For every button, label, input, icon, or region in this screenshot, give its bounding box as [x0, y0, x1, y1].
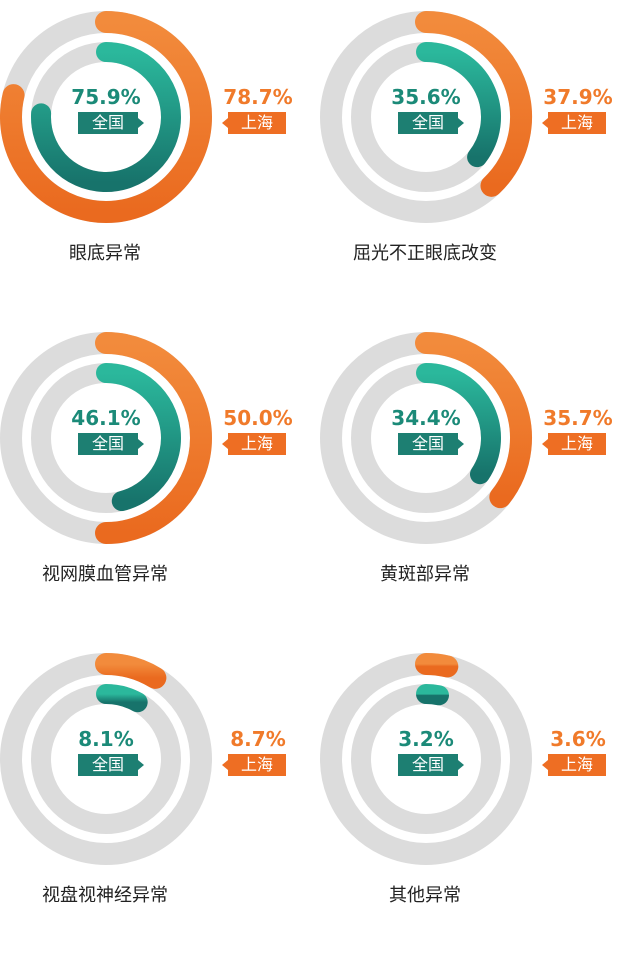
national-percent: 3.2%: [398, 727, 454, 751]
category-label: 屈光不正眼底改变: [353, 243, 497, 264]
donut-chart: 75.9% 全国 78.7% 上海眼底异常: [0, 0, 320, 321]
donut-chart: 46.1% 全国 50.0% 上海视网膜血管异常: [0, 321, 320, 642]
shanghai-tag: 上海: [542, 112, 606, 134]
shanghai-arc: [95, 332, 212, 544]
shanghai-percent: 35.7%: [543, 406, 613, 430]
shanghai-percent: 3.6%: [550, 727, 606, 751]
shanghai-arc: [95, 653, 167, 689]
national-percent: 34.4%: [391, 406, 461, 430]
donut-svg: [320, 653, 532, 865]
category-label: 视盘视神经异常: [42, 885, 168, 906]
national-tag: 全国: [78, 112, 144, 134]
shanghai-percent: 78.7%: [223, 85, 293, 109]
shanghai-percent: 50.0%: [223, 406, 293, 430]
donut-svg: [320, 332, 532, 544]
national-arc: [416, 684, 449, 706]
national-percent: 35.6%: [391, 85, 461, 109]
shanghai-arc: [415, 653, 459, 678]
shanghai-arc: [415, 332, 532, 509]
donut-svg: [0, 11, 212, 223]
national-percent: 75.9%: [71, 85, 141, 109]
category-label: 眼底异常: [69, 243, 141, 264]
national-arc: [31, 42, 181, 192]
national-arc: [96, 684, 148, 713]
donut-chart: 3.2% 全国 3.6% 上海其他异常: [320, 642, 640, 963]
national-tag: 全国: [78, 754, 144, 776]
donut-chart: 35.6% 全国 37.9% 上海屈光不正眼底改变: [320, 0, 640, 321]
shanghai-percent: 8.7%: [230, 727, 286, 751]
national-percent: 46.1%: [71, 406, 141, 430]
shanghai-percent: 37.9%: [543, 85, 613, 109]
donut-svg: [0, 332, 212, 544]
category-label: 视网膜血管异常: [42, 564, 168, 585]
national-percent: 8.1%: [78, 727, 134, 751]
category-label: 其他异常: [389, 885, 461, 906]
national-arc: [96, 363, 181, 512]
national-tag: 全国: [78, 433, 144, 455]
shanghai-tag: 上海: [222, 112, 286, 134]
donut-chart: 8.1% 全国 8.7% 上海视盘视神经异常: [0, 642, 320, 963]
shanghai-tag: 上海: [542, 754, 606, 776]
shanghai-tag: 上海: [222, 754, 286, 776]
donut-svg: [320, 11, 532, 223]
category-label: 黄斑部异常: [380, 564, 470, 585]
national-tag: 全国: [398, 112, 464, 134]
national-arc: [416, 42, 501, 168]
shanghai-tag: 上海: [542, 433, 606, 455]
shanghai-tag: 上海: [222, 433, 286, 455]
national-tag: 全国: [398, 754, 464, 776]
national-tag: 全国: [398, 433, 464, 455]
donut-svg: [0, 653, 212, 865]
national-arc: [416, 363, 501, 485]
shanghai-arc: [0, 11, 212, 223]
shanghai-arc: [415, 11, 532, 197]
donut-chart: 34.4% 全国 35.7% 上海黄斑部异常: [320, 321, 640, 642]
